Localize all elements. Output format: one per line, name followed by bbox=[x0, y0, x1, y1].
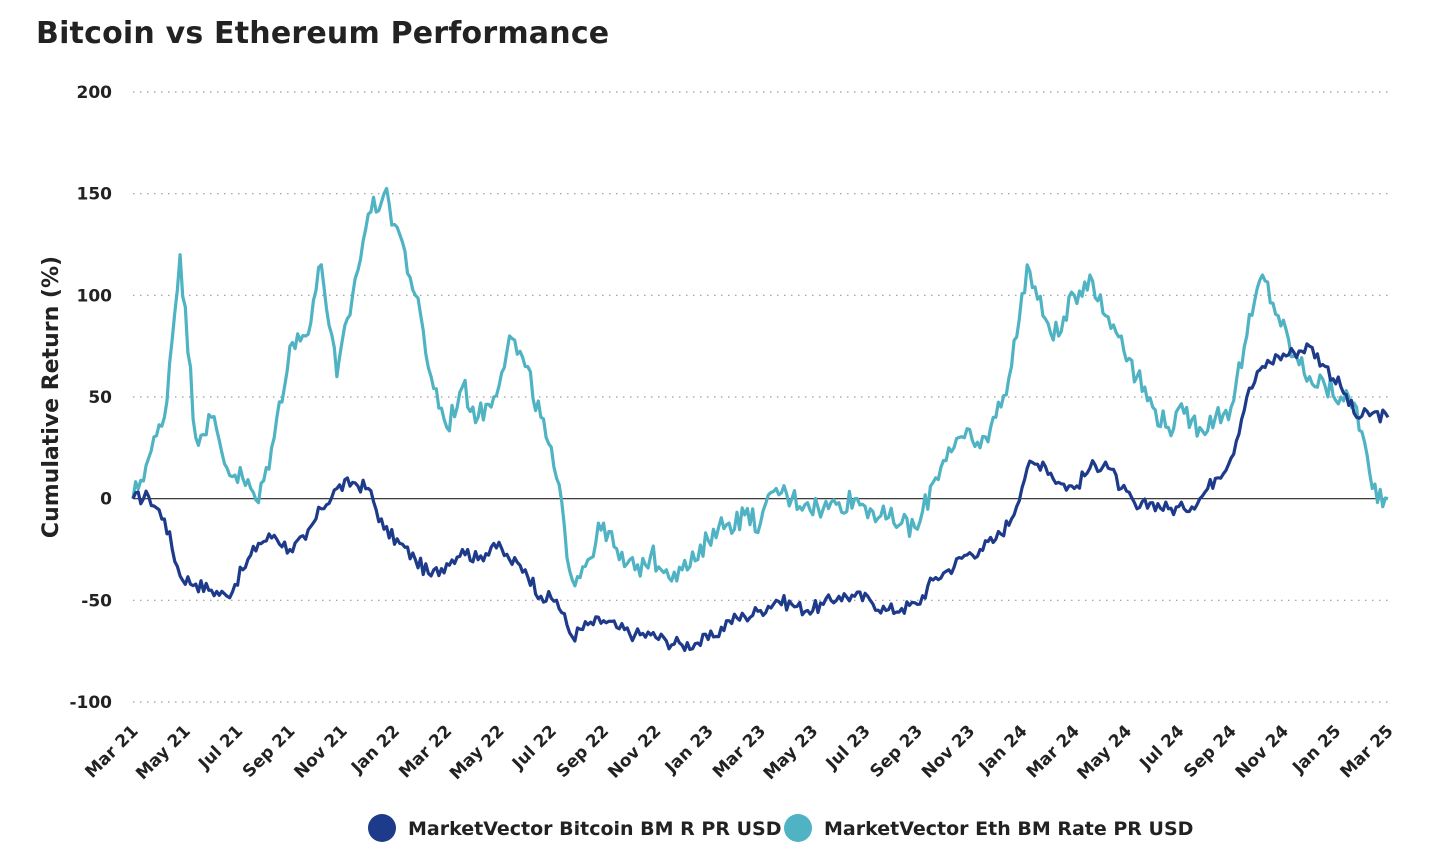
y-tick-label: 50 bbox=[88, 388, 112, 408]
x-tick-label: May 24 bbox=[1073, 721, 1136, 784]
y-tick-label: 150 bbox=[77, 185, 113, 205]
x-tick-label: Nov 22 bbox=[604, 721, 665, 782]
x-tick-label: Nov 21 bbox=[290, 721, 351, 782]
x-tick-label: Mar 22 bbox=[395, 721, 456, 782]
legend: MarketVector Bitcoin BM R PR USD MarketVe… bbox=[368, 814, 1193, 842]
x-tick-label: Mar 25 bbox=[1336, 721, 1397, 782]
x-tick-label: Mar 24 bbox=[1023, 721, 1084, 782]
series-lines bbox=[131, 186, 1390, 652]
y-tick-label: 0 bbox=[100, 490, 112, 510]
y-axis-label: Cumulative Return (%) bbox=[39, 256, 64, 538]
chart-title: Bitcoin vs Ethereum Performance bbox=[36, 16, 610, 51]
legend-marker bbox=[368, 814, 396, 842]
x-tick-label: May 21 bbox=[132, 721, 195, 784]
y-tick-label: 200 bbox=[77, 83, 113, 103]
legend-marker bbox=[784, 814, 812, 842]
series-line bbox=[131, 186, 1389, 588]
legend-label: MarketVector Eth BM Rate PR USD bbox=[824, 818, 1193, 840]
x-tick-label: Sep 21 bbox=[239, 721, 299, 781]
y-tick-label: -100 bbox=[69, 693, 112, 713]
legend-label: MarketVector Bitcoin BM R PR USD bbox=[408, 818, 781, 840]
y-tick-label: 100 bbox=[77, 286, 113, 306]
x-tick-label: May 23 bbox=[760, 721, 823, 784]
y-tick-label: -50 bbox=[81, 591, 112, 611]
y-axis-ticks: 200 150 100 50 0 -50 -100 bbox=[69, 83, 112, 713]
x-tick-label: Nov 24 bbox=[1232, 721, 1293, 782]
x-tick-label: May 22 bbox=[446, 721, 509, 784]
x-tick-label: Sep 23 bbox=[866, 721, 926, 781]
x-tick-label: Sep 22 bbox=[553, 721, 613, 781]
series-line bbox=[131, 342, 1390, 652]
x-tick-label: Nov 23 bbox=[918, 721, 979, 782]
x-tick-label: Sep 24 bbox=[1180, 721, 1241, 782]
x-tick-label: Mar 21 bbox=[81, 721, 142, 782]
x-tick-label: Mar 23 bbox=[709, 721, 770, 782]
